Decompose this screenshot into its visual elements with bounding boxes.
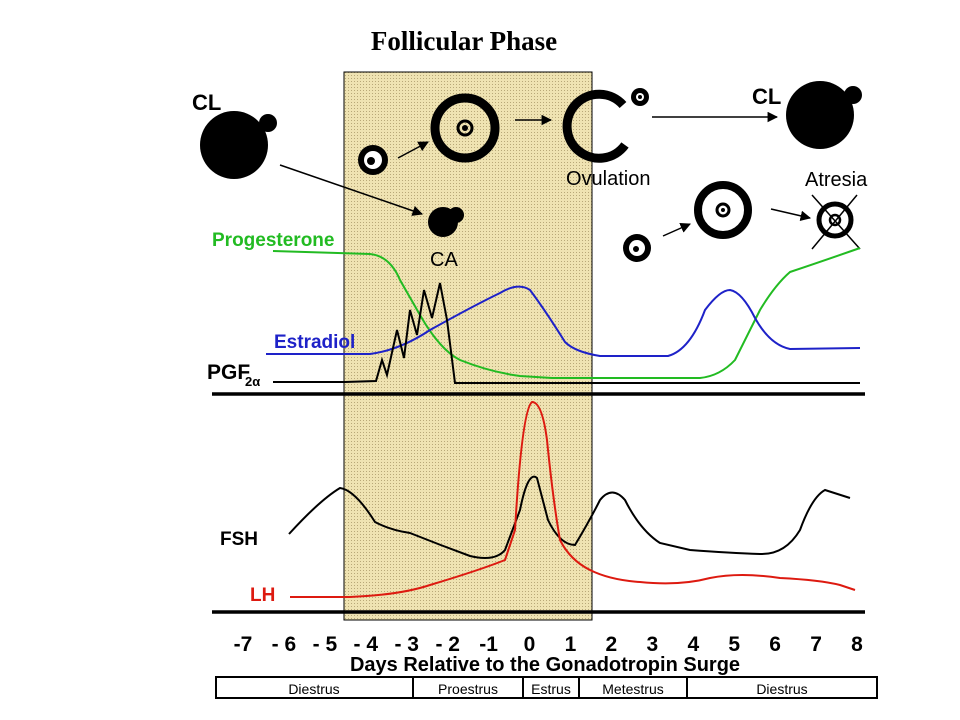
lh-curve [290, 400, 856, 598]
pgf2a-curve [273, 282, 860, 384]
corpus-albicans-icon [428, 207, 464, 237]
x-axis-tick-label: - 4 [354, 633, 379, 656]
page-title: Follicular Phase [371, 26, 557, 56]
x-axis-tick-label: - 2 [435, 633, 460, 656]
phase-diestrus-2: Diestrus [756, 681, 807, 697]
lh-label: LH [250, 585, 275, 606]
x-axis-tick-label: - 5 [313, 633, 338, 656]
x-axis-tick-label: 1 [565, 633, 577, 656]
x-axis-tick-label: -7 [234, 633, 253, 656]
x-axis-title: Days Relative to the Gonadotropin Surge [350, 654, 740, 676]
x-axis-tick-label: 6 [769, 633, 781, 656]
atresia-label: Atresia [805, 169, 868, 191]
atretic-follicle-icon [811, 194, 861, 250]
arrows [279, 111, 812, 237]
progesterone-label: Progesterone [212, 230, 334, 251]
x-axis-tick-label: 8 [851, 633, 863, 656]
ca-label: CA [430, 249, 458, 271]
x-axis-tick-label: 0 [524, 633, 536, 656]
phase-diestrus-1: Diestrus [288, 681, 339, 697]
estradiol-label: Estradiol [274, 332, 355, 353]
cl-left-label: CL [192, 90, 221, 115]
phase-proestrus: Proestrus [438, 681, 498, 697]
antral-follicle-icon [430, 93, 500, 163]
small-follicle-icon [358, 145, 388, 175]
estrous-phase-bar [215, 676, 878, 699]
x-axis-tick-label: -1 [479, 633, 498, 656]
phase-estrus: Estrus [531, 681, 571, 697]
x-axis-tick-label: - 3 [394, 633, 419, 656]
progesterone-curve [272, 247, 861, 379]
pgf2a-label: PGF 2α [207, 361, 260, 389]
phase-metestrus: Metestrus [602, 681, 663, 697]
x-axis-tick-label: 3 [646, 633, 658, 656]
x-axis-tick-label: - 6 [272, 633, 297, 656]
x-axis-tick-label: 2 [606, 633, 618, 656]
fsh-label: FSH [220, 529, 258, 550]
x-axis-ticks: -7 - 6 - 5 - 4 - 3 - 2 -1 0 1 2 3 4 5 6 7 8 [234, 633, 864, 656]
small-follicle-right-icon [623, 234, 651, 262]
cl-left-structure [200, 111, 277, 179]
ovulation-label: Ovulation [566, 168, 651, 190]
ovulating-follicle-icon [562, 88, 649, 163]
growing-follicle-right-icon [694, 181, 752, 239]
x-axis-tick-label: 7 [810, 633, 822, 656]
x-axis-tick-label: 4 [687, 633, 699, 656]
estradiol-curve [266, 285, 861, 357]
cl-right-structure [786, 81, 862, 149]
x-axis-tick-label: 5 [728, 633, 740, 656]
cl-right-label: CL [752, 84, 781, 109]
